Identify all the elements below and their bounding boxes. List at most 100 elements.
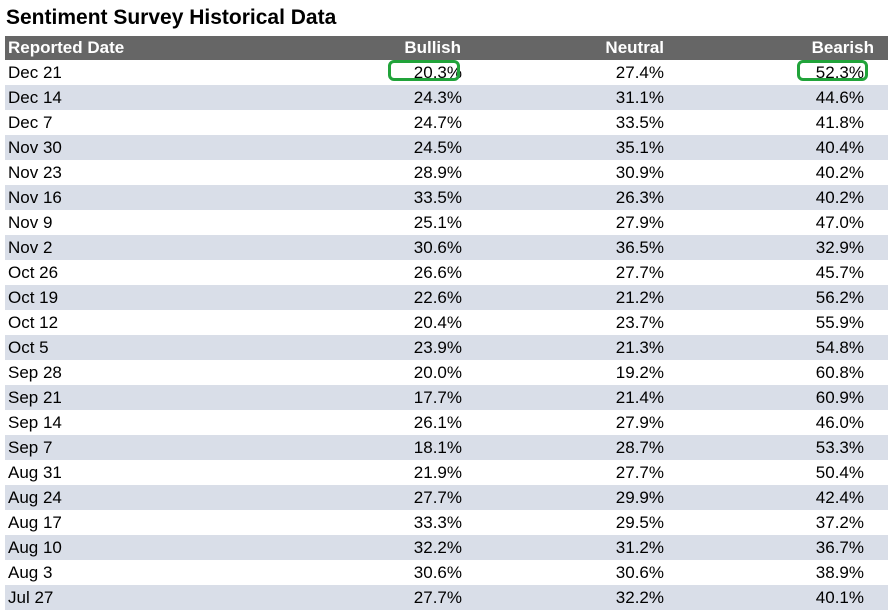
table-row: Oct 26 26.6% 27.7% 45.7% (5, 260, 888, 285)
column-header-bullish: Bullish (404, 38, 461, 57)
bearish-cell: 60.9% (815, 388, 864, 407)
bullish-cell: 18.1% (413, 438, 462, 457)
bearish-cell: 56.2% (815, 288, 864, 307)
date-cell: Nov 23 (8, 163, 62, 182)
table-row: Sep 14 26.1% 27.9% 46.0% (5, 410, 888, 435)
neutral-cell: 29.9% (615, 488, 664, 507)
bearish-cell: 37.2% (815, 513, 864, 532)
table-row: Nov 23 28.9% 30.9% 40.2% (5, 160, 888, 185)
date-cell: Jul 27 (8, 588, 54, 607)
date-cell: Nov 9 (8, 213, 53, 232)
bullish-cell: 23.9% (413, 338, 462, 357)
bullish-cell: 30.6% (413, 238, 462, 257)
bullish-cell: 25.1% (413, 213, 462, 232)
bearish-cell: 38.9% (815, 563, 864, 582)
table-row: Sep 21 17.7% 21.4% 60.9% (5, 385, 888, 410)
bearish-cell: 45.7% (815, 263, 864, 282)
table-row: Dec 21 20.3% 27.4% 52.3% (5, 60, 888, 85)
date-cell: Dec 7 (8, 113, 53, 132)
bullish-cell: 24.3% (413, 88, 462, 107)
neutral-cell: 28.7% (615, 438, 664, 457)
table-row: Dec 14 24.3% 31.1% 44.6% (5, 85, 888, 110)
bullish-cell: 28.9% (413, 163, 462, 182)
bullish-cell: 17.7% (413, 388, 462, 407)
bearish-cell: 32.9% (815, 238, 864, 257)
bullish-cell: 33.3% (413, 513, 462, 532)
bullish-cell: 24.7% (413, 113, 462, 132)
bearish-cell: 46.0% (815, 413, 864, 432)
date-cell: Aug 24 (8, 488, 62, 507)
bullish-cell: 20.3% (413, 63, 462, 82)
neutral-cell: 27.7% (615, 463, 664, 482)
table-row: Dec 7 24.7% 33.5% 41.8% (5, 110, 888, 135)
date-cell: Sep 7 (8, 438, 53, 457)
bullish-cell: 26.6% (413, 263, 462, 282)
table-row: Aug 24 27.7% 29.9% 42.4% (5, 485, 888, 510)
date-cell: Nov 30 (8, 138, 62, 157)
page-title: Sentiment Survey Historical Data (6, 6, 337, 29)
neutral-cell: 27.9% (615, 413, 664, 432)
date-cell: Nov 16 (8, 188, 62, 207)
sentiment-table: Reported Date Bullish Neutral Bearish De… (5, 36, 888, 610)
bearish-cell: 40.1% (815, 588, 864, 607)
table-row: Oct 19 22.6% 21.2% 56.2% (5, 285, 888, 310)
bearish-cell: 54.8% (815, 338, 864, 357)
table-body: Dec 21 20.3% 27.4% 52.3% Dec 14 24.3% 31.1% 44.… (5, 60, 888, 610)
bearish-cell: 40.4% (815, 138, 864, 157)
bearish-cell: 42.4% (815, 488, 864, 507)
neutral-cell: 21.2% (615, 288, 664, 307)
table-header-row: Reported Date Bullish Neutral Bearish (5, 36, 888, 60)
neutral-cell: 31.1% (615, 88, 664, 107)
neutral-cell: 30.9% (615, 163, 664, 182)
table-row: Aug 17 33.3% 29.5% 37.2% (5, 510, 888, 535)
date-cell: Sep 28 (8, 363, 62, 382)
table-row: Jul 27 27.7% 32.2% 40.1% (5, 585, 888, 610)
date-cell: Sep 14 (8, 413, 62, 432)
date-cell: Aug 17 (8, 513, 62, 532)
date-cell: Oct 26 (8, 263, 59, 282)
table-row: Sep 7 18.1% 28.7% 53.3% (5, 435, 888, 460)
neutral-cell: 26.3% (615, 188, 664, 207)
date-cell: Sep 21 (8, 388, 62, 407)
bearish-cell: 55.9% (815, 313, 864, 332)
bullish-cell: 33.5% (413, 188, 462, 207)
table-row: Nov 30 24.5% 35.1% 40.4% (5, 135, 888, 160)
bearish-cell: 40.2% (815, 188, 864, 207)
bullish-cell: 20.0% (413, 363, 462, 382)
neutral-cell: 36.5% (615, 238, 664, 257)
bullish-cell: 24.5% (413, 138, 462, 157)
date-cell: Aug 31 (8, 463, 62, 482)
bearish-cell: 44.6% (815, 88, 864, 107)
date-cell: Aug 3 (8, 563, 53, 582)
neutral-cell: 27.4% (615, 63, 664, 82)
bullish-cell: 27.7% (413, 588, 462, 607)
bearish-cell: 60.8% (815, 363, 864, 382)
neutral-cell: 30.6% (615, 563, 664, 582)
neutral-cell: 21.3% (615, 338, 664, 357)
table-row: Nov 16 33.5% 26.3% 40.2% (5, 185, 888, 210)
bullish-cell: 20.4% (413, 313, 462, 332)
neutral-cell: 31.2% (615, 538, 664, 557)
bullish-cell: 30.6% (413, 563, 462, 582)
bearish-cell: 50.4% (815, 463, 864, 482)
bearish-cell: 52.3% (815, 63, 864, 82)
table-row: Oct 5 23.9% 21.3% 54.8% (5, 335, 888, 360)
date-cell: Aug 10 (8, 538, 62, 557)
neutral-cell: 27.7% (615, 263, 664, 282)
table-row: Aug 31 21.9% 27.7% 50.4% (5, 460, 888, 485)
bearish-cell: 53.3% (815, 438, 864, 457)
bullish-cell: 27.7% (413, 488, 462, 507)
neutral-cell: 33.5% (615, 113, 664, 132)
bearish-cell: 41.8% (815, 113, 864, 132)
bearish-cell: 47.0% (815, 213, 864, 232)
neutral-cell: 32.2% (615, 588, 664, 607)
table-row: Aug 10 32.2% 31.2% 36.7% (5, 535, 888, 560)
date-cell: Nov 2 (8, 238, 53, 257)
date-cell: Dec 14 (8, 88, 62, 107)
neutral-cell: 19.2% (615, 363, 664, 382)
column-header-reported-date: Reported Date (8, 38, 125, 57)
neutral-cell: 21.4% (615, 388, 664, 407)
date-cell: Oct 19 (8, 288, 59, 307)
column-header-bearish: Bearish (811, 38, 874, 57)
date-cell: Oct 5 (8, 338, 49, 357)
